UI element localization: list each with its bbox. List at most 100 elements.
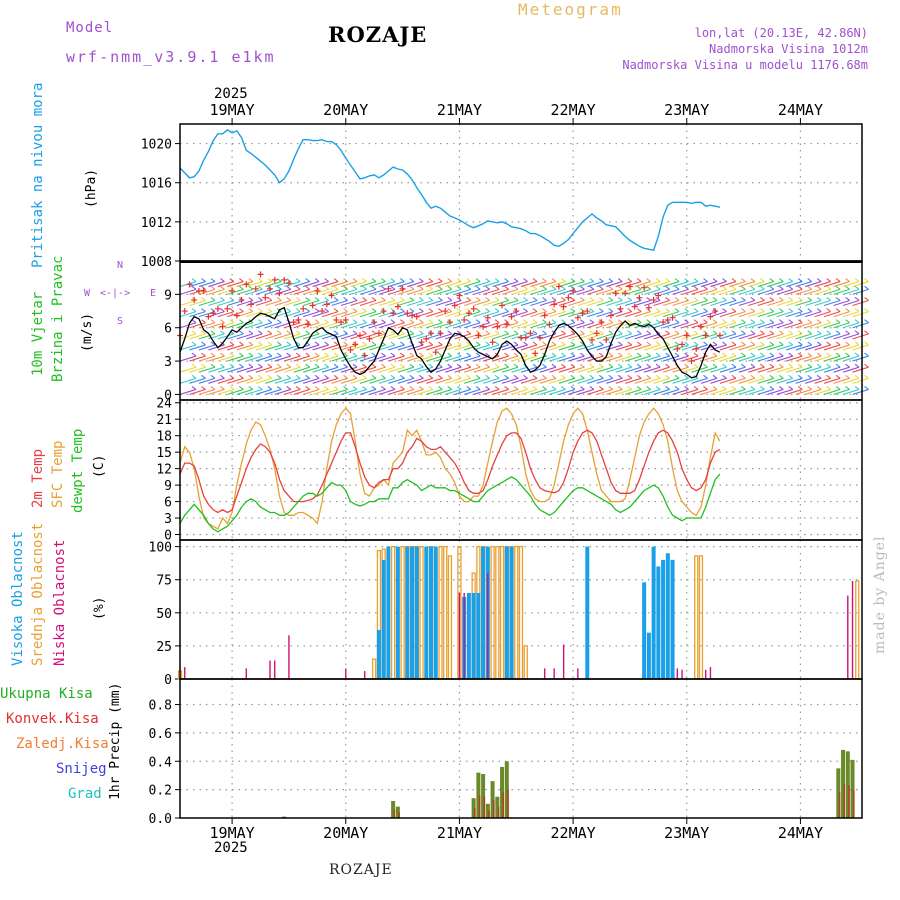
wind-barb [741, 386, 746, 390]
wind-barb [293, 299, 310, 307]
wind-barb [229, 374, 235, 379]
wind-barb [712, 319, 718, 324]
wind-barb [352, 297, 358, 301]
gust-marker [361, 352, 368, 359]
wind-barb [371, 285, 377, 290]
wind-barb [530, 344, 547, 351]
y-tick-label: 1008 [141, 255, 172, 270]
wind-barb [314, 278, 320, 283]
gust-marker [432, 349, 439, 356]
wind-barb [703, 341, 708, 346]
wind-barb [511, 355, 528, 362]
wind-barb [674, 285, 680, 290]
wind-barb [807, 363, 813, 368]
wind-barb [255, 344, 272, 351]
wind-barb [625, 355, 642, 362]
wind-barb [267, 278, 273, 283]
wind-barb [485, 297, 490, 301]
wind-barb [674, 352, 680, 357]
compass-n: N [117, 260, 124, 271]
wind-barb [445, 281, 462, 288]
wind-barb [691, 388, 708, 395]
wind-barb [331, 388, 348, 395]
wind-barb [390, 308, 396, 313]
wind-barb [731, 341, 737, 346]
wind-barb [580, 330, 585, 335]
wind-barb [577, 281, 594, 288]
wind-barb [371, 363, 377, 368]
wind-barb [378, 344, 396, 351]
y-tick-label: 50 [156, 607, 172, 622]
wind-barb [407, 322, 424, 329]
day-label-bottom: 23MAY [664, 824, 709, 842]
precip-conv-bar [488, 810, 490, 818]
wind-barb [227, 281, 244, 288]
wind-barb [795, 311, 812, 318]
wind-barb [842, 344, 860, 351]
gust-marker [641, 284, 648, 291]
wind-barb [617, 352, 623, 357]
wind-barb [807, 297, 813, 301]
wind-barb [435, 366, 452, 373]
day-label-top: 24MAY [778, 101, 823, 119]
wind-barb [643, 366, 661, 373]
wind-barb [305, 285, 310, 290]
wind-barb [662, 299, 680, 307]
wind-barb [210, 319, 216, 324]
gust-marker [404, 310, 411, 317]
wind-barb [464, 311, 481, 318]
wind-barb [577, 388, 594, 395]
panel-frame [179, 399, 863, 541]
wind-barb [257, 386, 263, 390]
wind-barb [750, 297, 756, 301]
wind-barb [589, 386, 595, 390]
wind-barb [788, 319, 794, 324]
wind-barb [464, 333, 481, 340]
wind-barb [504, 386, 509, 390]
wind-barb [295, 308, 301, 313]
wind-barb [795, 333, 812, 340]
wind-barb [561, 341, 566, 346]
wind-barb [276, 374, 282, 379]
wind-barb [700, 311, 718, 318]
wind-barb [523, 308, 528, 313]
gust-marker [300, 305, 307, 312]
wind-barb [795, 366, 812, 373]
wind-barb [833, 311, 850, 318]
wind-barb [284, 366, 301, 373]
wind-barb [400, 278, 405, 283]
wind-barb [662, 311, 680, 318]
wind-barb [767, 288, 784, 295]
wind-barb [191, 319, 197, 324]
gust-marker [574, 314, 581, 321]
wind-barb [854, 319, 860, 324]
wind-barb [608, 278, 614, 283]
wind-barb [255, 322, 272, 329]
wind-barb [539, 322, 557, 329]
wind-barb [684, 319, 689, 324]
wind-barb [255, 355, 272, 362]
wind-barb [549, 344, 566, 351]
wind-barb [558, 281, 576, 288]
wind-barb [265, 344, 282, 351]
wind-barb [208, 344, 225, 351]
wind-barb [833, 366, 850, 373]
wind-barb [286, 352, 292, 357]
wind-barb [511, 288, 528, 295]
wind-barb [409, 330, 415, 335]
wind-barb [333, 308, 339, 313]
wind-barb [236, 377, 253, 384]
y-tick-label: 100 [149, 541, 172, 556]
gust-marker [210, 310, 217, 317]
gust-marker [674, 345, 681, 352]
wind-barb [722, 278, 727, 283]
wind-barb [655, 285, 661, 290]
wind-barb [511, 388, 528, 395]
wind-barb [466, 285, 472, 290]
wind-barb [693, 319, 699, 324]
wind-barb [255, 333, 272, 340]
wind-barb [845, 285, 850, 290]
wind-barb [608, 330, 614, 335]
wind-barb [520, 344, 538, 351]
wind-barb [826, 278, 831, 283]
